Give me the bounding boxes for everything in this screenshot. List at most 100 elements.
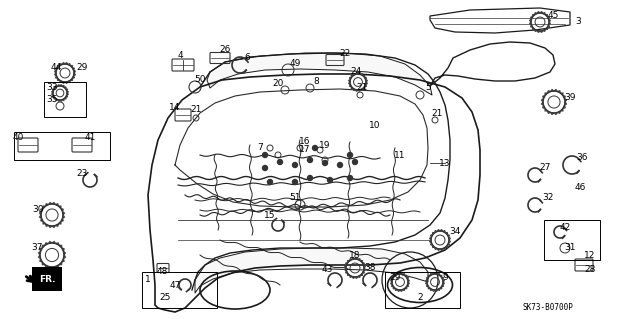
Text: 42: 42 <box>559 222 571 232</box>
Polygon shape <box>48 266 52 268</box>
Circle shape <box>312 145 317 151</box>
Polygon shape <box>545 27 547 29</box>
Polygon shape <box>49 203 52 204</box>
Text: 19: 19 <box>319 140 331 150</box>
Polygon shape <box>554 113 557 114</box>
Polygon shape <box>56 85 58 87</box>
Polygon shape <box>442 277 444 279</box>
Polygon shape <box>349 259 352 261</box>
Text: 25: 25 <box>159 293 171 302</box>
Text: 21: 21 <box>356 83 368 92</box>
Text: 3: 3 <box>575 18 581 26</box>
Polygon shape <box>74 70 76 73</box>
Text: 26: 26 <box>220 46 230 55</box>
Polygon shape <box>394 275 396 277</box>
Polygon shape <box>548 91 550 93</box>
Text: 13: 13 <box>439 159 451 167</box>
Polygon shape <box>437 230 440 232</box>
Text: 20: 20 <box>272 78 284 87</box>
Polygon shape <box>353 88 356 91</box>
Polygon shape <box>346 271 348 273</box>
Polygon shape <box>433 290 435 291</box>
Polygon shape <box>435 290 438 291</box>
Polygon shape <box>433 233 435 235</box>
Polygon shape <box>52 91 53 93</box>
Polygon shape <box>58 78 60 80</box>
Polygon shape <box>64 87 66 89</box>
Polygon shape <box>56 99 58 100</box>
Circle shape <box>323 160 328 166</box>
Text: 35: 35 <box>46 95 58 105</box>
Polygon shape <box>54 87 56 89</box>
Polygon shape <box>45 265 48 267</box>
Text: 48: 48 <box>156 268 168 277</box>
Polygon shape <box>537 11 540 13</box>
Polygon shape <box>63 215 65 219</box>
Text: 23: 23 <box>76 168 88 177</box>
Polygon shape <box>59 262 61 265</box>
Polygon shape <box>531 17 532 19</box>
Text: 18: 18 <box>349 250 361 259</box>
Polygon shape <box>358 259 360 261</box>
Polygon shape <box>360 74 363 76</box>
Text: 7: 7 <box>257 144 263 152</box>
Polygon shape <box>390 282 392 285</box>
Text: SK73-B0700P: SK73-B0700P <box>523 302 573 311</box>
Polygon shape <box>532 27 534 29</box>
Text: 8: 8 <box>313 78 319 86</box>
Text: 44: 44 <box>51 63 61 71</box>
Polygon shape <box>449 240 451 243</box>
Polygon shape <box>61 219 63 221</box>
Polygon shape <box>349 85 351 87</box>
Polygon shape <box>443 247 445 249</box>
Polygon shape <box>403 273 404 276</box>
Text: 5: 5 <box>425 84 431 93</box>
Text: 39: 39 <box>564 93 576 101</box>
Polygon shape <box>530 22 531 25</box>
Text: 9: 9 <box>442 273 448 283</box>
Polygon shape <box>365 82 367 85</box>
Text: 21: 21 <box>190 106 202 115</box>
Polygon shape <box>195 248 428 293</box>
Polygon shape <box>426 282 428 285</box>
Polygon shape <box>52 93 53 95</box>
Text: 2: 2 <box>417 293 423 302</box>
Polygon shape <box>43 206 45 209</box>
Polygon shape <box>70 78 72 80</box>
Circle shape <box>353 160 358 165</box>
Polygon shape <box>531 25 532 27</box>
Text: 11: 11 <box>394 151 406 160</box>
Polygon shape <box>390 279 392 282</box>
Polygon shape <box>557 91 561 93</box>
Circle shape <box>262 166 268 170</box>
Polygon shape <box>445 233 447 235</box>
Polygon shape <box>58 221 61 224</box>
Polygon shape <box>364 265 365 268</box>
Text: 28: 28 <box>584 265 596 275</box>
Polygon shape <box>207 53 432 95</box>
Polygon shape <box>358 73 360 74</box>
Polygon shape <box>67 91 68 93</box>
Polygon shape <box>534 29 537 31</box>
Polygon shape <box>397 290 400 291</box>
Text: 1: 1 <box>145 276 151 285</box>
Polygon shape <box>54 97 56 99</box>
Polygon shape <box>431 243 433 245</box>
Polygon shape <box>540 11 543 13</box>
Polygon shape <box>67 93 68 95</box>
Polygon shape <box>74 73 76 76</box>
Circle shape <box>307 175 312 181</box>
Polygon shape <box>363 87 365 89</box>
Polygon shape <box>42 245 45 248</box>
Polygon shape <box>396 273 397 276</box>
Polygon shape <box>45 204 49 206</box>
Circle shape <box>278 160 282 165</box>
Polygon shape <box>426 277 429 279</box>
Text: 34: 34 <box>449 227 461 236</box>
Polygon shape <box>537 31 540 32</box>
Polygon shape <box>443 279 444 282</box>
Polygon shape <box>548 19 550 22</box>
Polygon shape <box>541 99 543 102</box>
Polygon shape <box>349 77 351 79</box>
Polygon shape <box>68 80 70 82</box>
